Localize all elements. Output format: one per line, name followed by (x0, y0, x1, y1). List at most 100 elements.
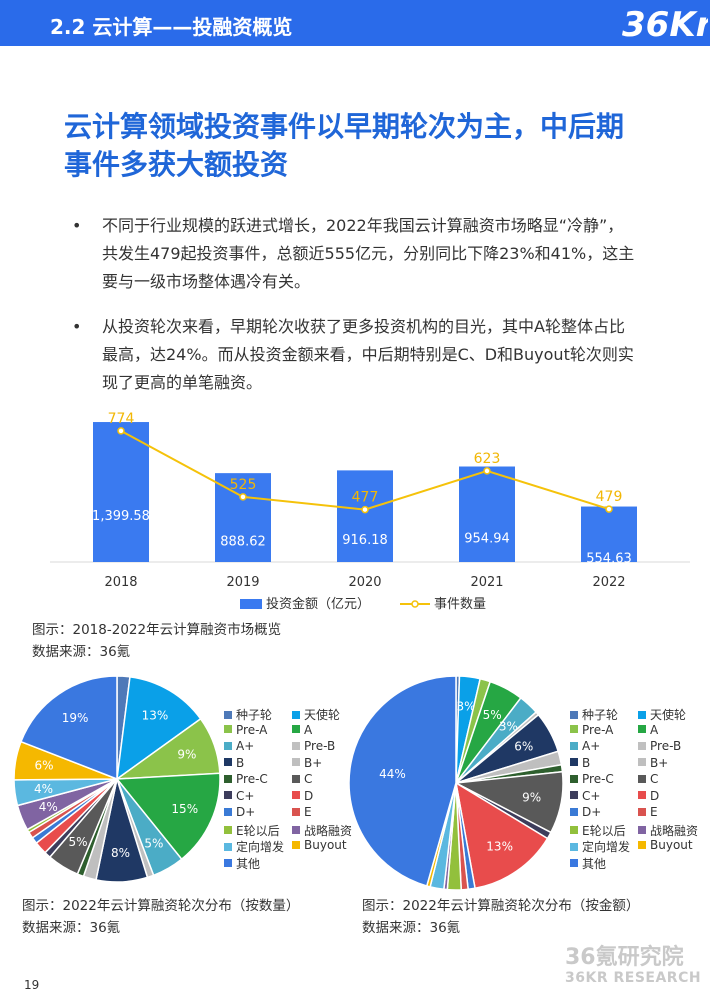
36kr-logo: 36Kr (622, 5, 708, 44)
market-overview-chart: 1,399.58 888.62 916.18 954.94 554.63 2018 2019… (50, 411, 690, 612)
legend-swatch (224, 725, 232, 733)
legend-label: 种子轮 (236, 708, 273, 722)
legend-swatch (292, 758, 300, 766)
legend-swatch (224, 842, 232, 851)
legend-swatch (638, 791, 646, 799)
legend-label: 其他 (582, 856, 607, 871)
legend-label: 天使轮 (650, 708, 687, 722)
legend-swatch (638, 826, 646, 834)
legend-label: E轮以后 (236, 823, 280, 838)
chart-3-title: 图示：2022年云计算融资轮次分布（按金额） (362, 898, 640, 914)
legend-swatch (292, 710, 300, 719)
legend-swatch (570, 741, 578, 750)
header-bar: 2.2 云计算——投融资概览 36Kr (0, 0, 710, 46)
legend-label: 种子轮 (582, 708, 619, 722)
pie-value-label: 3% (499, 720, 518, 734)
logo-text: 36Kr (622, 5, 708, 44)
legend-item: A (638, 723, 658, 737)
legend-item: E (638, 805, 658, 819)
bar (215, 473, 271, 562)
chart-1-source: 数据来源：36氪 (32, 644, 131, 660)
x-tick-label: 2018 (104, 575, 137, 590)
section-title: 2.2 云计算——投融资概览 (50, 15, 293, 39)
legend-swatch (224, 826, 232, 834)
line-point (605, 505, 613, 513)
legend-swatch (224, 807, 232, 816)
chart-2-caption: 图示：2022年云计算融资轮次分布（按数量） 数据来源：36氪 (22, 895, 299, 939)
line-point (239, 493, 247, 501)
round-amount-legend: 种子轮 天使轮 Pre-A A A+ Pre-B B B+ Pre-C C C+ D D+ E E轮以后 战略… (570, 706, 705, 876)
legend-label: A+ (582, 739, 601, 753)
bullet-paragraph-2: • 从投资轮次来看，早期轮次收获了更多投资机构的目光，其中A轮整体占比 最高，达… (72, 313, 672, 403)
legend-swatch (292, 807, 300, 816)
watermark-line-1: 36氪研究院 (565, 945, 684, 970)
bullet-paragraph-1: • 不同于行业规模的跃进式增长，2022年我国云计算融资市场略显“冷静”， 共发… (72, 212, 672, 302)
legend-item: B+ (638, 756, 668, 770)
legend-label: Pre-A (236, 722, 268, 737)
headline: 云计算领域投资事件以早期轮次为主，中后期 事件多获大额投资 (64, 108, 664, 184)
round-amount-pie-chart: 3%5%3%6%9%13%44% (349, 676, 563, 890)
pie-value-label: 19% (62, 711, 89, 725)
legend-label: D (650, 788, 660, 803)
x-tick-label: 2021 (470, 575, 503, 590)
headline-line-1: 云计算领域投资事件以早期轮次为主，中后期 (64, 110, 625, 143)
legend-label: 定向增发 (236, 840, 285, 854)
legend-item: D+ (224, 805, 255, 819)
legend-item: A+ (224, 739, 254, 753)
legend-item: B (224, 756, 244, 770)
bar-value-label: 916.18 (342, 533, 388, 548)
legend-swatch (570, 725, 578, 733)
legend-item: Pre-B (292, 739, 335, 753)
legend-label: D+ (236, 805, 256, 819)
legend-label: C+ (236, 788, 255, 803)
legend-item: Pre-C (224, 772, 268, 786)
legend-label: C (650, 772, 659, 786)
line-value-label: 479 (596, 489, 623, 505)
legend-item: 战略融资 (292, 822, 352, 839)
bar-value-label: 888.62 (220, 535, 266, 550)
legend-label: 战略融资 (304, 823, 353, 838)
pie-value-label: 5% (69, 835, 88, 849)
legend-item: A+ (570, 739, 600, 753)
pie-slice (454, 781, 549, 890)
legend-item: 其他 (224, 855, 260, 872)
legend-swatch (638, 725, 646, 733)
pie-slice (116, 676, 202, 781)
legend-swatch (570, 807, 578, 816)
bar (581, 506, 637, 562)
watermark: 36氪研究院 36KR RESEARCH (565, 945, 701, 987)
legend-item: 定向增发 (224, 838, 284, 855)
pie-slice (115, 772, 220, 861)
legend-swatch (224, 791, 232, 799)
chart-3-caption: 图示：2022年云计算融资轮次分布（按金额） 数据来源：36氪 (362, 895, 639, 939)
legend-swatch (570, 774, 578, 783)
legend-swatch (638, 710, 646, 719)
legend-swatch (570, 710, 578, 719)
headline-line-2: 事件多获大额投资 (64, 148, 289, 181)
legend-swatch (292, 741, 300, 750)
legend-item: 种子轮 (224, 706, 272, 723)
bullet-line: 现了更高的单笔融资。 (102, 373, 263, 392)
legend-item: B+ (292, 756, 322, 770)
pie-value-label: 5% (144, 836, 163, 850)
legend-item: C+ (570, 789, 600, 803)
page-number: 19 (24, 978, 40, 992)
line-value-label: 774 (108, 411, 135, 427)
legend-label: Pre-B (650, 739, 682, 753)
legend-swatch (638, 774, 646, 783)
line-point (483, 467, 491, 475)
chart-2-source: 数据来源：36氪 (22, 920, 121, 936)
legend-swatch (224, 774, 232, 783)
legend-swatch (570, 791, 578, 799)
x-tick-label: 2022 (592, 575, 625, 590)
bullet-line: 最高，达24%。而从投资金额来看，中后期特别是C、D和Buyout轮次则实 (102, 345, 634, 364)
legend-swatch (224, 859, 232, 867)
pie-value-label: 9% (177, 747, 196, 761)
legend-item: B (570, 756, 590, 770)
legend-line-label: 事件数量 (434, 597, 486, 612)
line-value-label: 477 (352, 490, 379, 506)
line-point (361, 505, 369, 514)
legend-item: C (638, 772, 658, 786)
legend-item: E轮以后 (570, 822, 626, 839)
legend-item: Pre-A (570, 723, 613, 737)
